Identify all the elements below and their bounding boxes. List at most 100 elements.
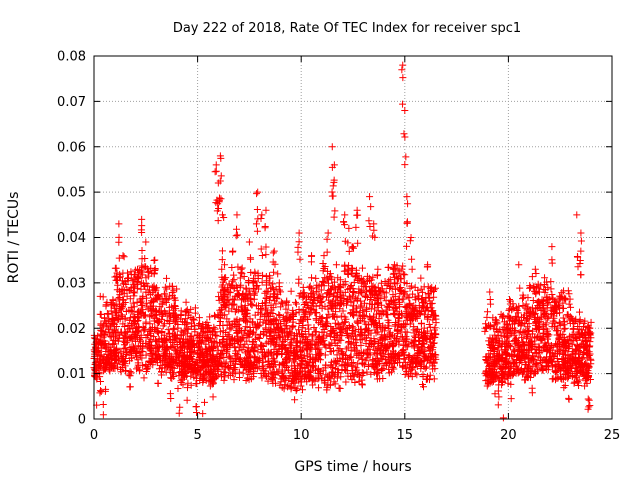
data-point (149, 349, 157, 357)
data-point (370, 291, 378, 299)
data-point (245, 376, 253, 384)
data-point (361, 312, 369, 320)
data-point (176, 369, 184, 377)
data-point (518, 333, 526, 341)
data-point (162, 360, 170, 368)
y-tick-label: 0.07 (57, 95, 86, 110)
data-point (513, 339, 521, 347)
data-point (325, 310, 333, 318)
data-point (519, 295, 527, 303)
data-point (402, 153, 410, 161)
data-point (547, 285, 555, 293)
data-point (323, 248, 331, 256)
data-point (368, 286, 376, 294)
data-point (349, 243, 357, 251)
data-point (326, 344, 334, 352)
data-point (262, 339, 270, 347)
data-point (99, 356, 107, 364)
data-point (215, 313, 223, 321)
data-point (349, 324, 357, 332)
data-point (249, 329, 257, 337)
data-point (426, 342, 434, 350)
data-point (153, 338, 161, 346)
data-point (403, 292, 411, 300)
data-point (380, 293, 388, 301)
data-point (331, 319, 339, 327)
data-point (131, 289, 139, 297)
data-point (384, 264, 392, 272)
data-point (322, 371, 330, 379)
data-point (238, 335, 246, 343)
data-point (351, 339, 359, 347)
data-point (347, 310, 355, 318)
data-point (277, 288, 285, 296)
data-point (230, 284, 238, 292)
data-point (373, 310, 381, 318)
data-point (128, 277, 136, 285)
data-point (192, 403, 200, 411)
data-point (307, 368, 315, 376)
data-point (134, 363, 142, 371)
data-point (217, 172, 225, 180)
data-point (228, 335, 236, 343)
data-point (506, 295, 514, 303)
data-point (167, 313, 175, 321)
data-point (225, 340, 233, 348)
data-point (342, 345, 350, 353)
data-point (296, 255, 304, 263)
data-point (224, 363, 232, 371)
data-point (379, 365, 387, 373)
data-point (333, 351, 341, 359)
data-point (348, 322, 356, 330)
data-point (268, 360, 276, 368)
data-point (233, 225, 241, 233)
data-point (169, 339, 177, 347)
data-point (347, 353, 355, 361)
data-point (264, 287, 272, 295)
data-point (376, 346, 384, 354)
data-point (124, 274, 132, 282)
data-point (561, 324, 569, 332)
data-point (320, 252, 328, 260)
data-point (233, 231, 241, 239)
data-point (263, 294, 271, 302)
data-point (430, 359, 438, 367)
data-point (363, 354, 371, 362)
data-point (212, 161, 220, 169)
data-point (518, 358, 526, 366)
data-point (482, 356, 490, 364)
data-point (553, 350, 561, 358)
data-point (138, 215, 146, 223)
data-point (275, 311, 283, 319)
data-point (292, 300, 300, 308)
data-point (277, 303, 285, 311)
data-point (403, 361, 411, 369)
data-point (518, 319, 526, 327)
data-point (243, 331, 251, 339)
data-point (269, 355, 277, 363)
data-point (311, 341, 319, 349)
data-point (177, 377, 185, 385)
data-point (418, 296, 426, 304)
data-point (196, 319, 204, 327)
data-point (408, 373, 416, 381)
data-point (486, 288, 494, 296)
data-point (321, 274, 329, 282)
data-point (340, 361, 348, 369)
data-point (221, 301, 229, 309)
data-point (182, 315, 190, 323)
data-point (559, 299, 567, 307)
data-point (532, 269, 540, 277)
data-point (142, 362, 150, 370)
data-point (341, 261, 349, 269)
data-point (130, 303, 138, 311)
data-point (261, 224, 269, 232)
data-point (225, 364, 233, 372)
data-point (140, 374, 148, 382)
data-point (111, 264, 119, 272)
data-point (236, 274, 244, 282)
data-point (291, 298, 299, 306)
data-point (349, 306, 357, 314)
data-point (340, 318, 348, 326)
data-point (282, 315, 290, 323)
